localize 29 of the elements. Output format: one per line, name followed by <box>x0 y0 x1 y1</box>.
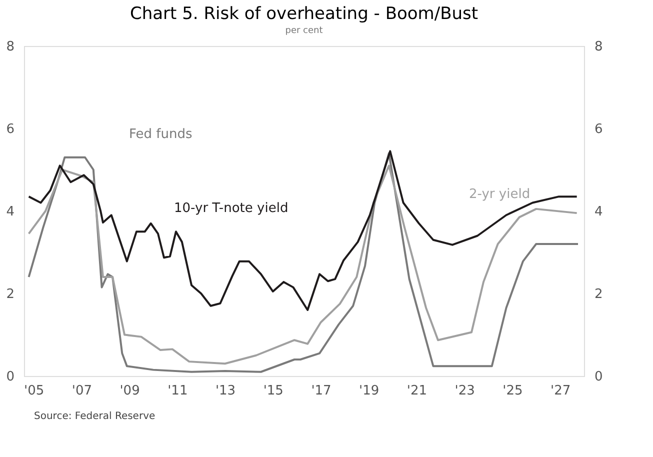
y2-tick-label: 2 <box>594 287 603 302</box>
x-tick-label: '17 <box>311 384 332 398</box>
y-tick-label: 4 <box>6 204 14 220</box>
y2-tick-label: 6 <box>594 122 603 137</box>
y-tick-label: 6 <box>6 122 14 137</box>
series-label: 2-yr yield <box>469 187 530 202</box>
source-note: Source: Federal Reserve <box>34 411 156 422</box>
x-tick-label: '13 <box>215 384 236 398</box>
x-tick-label: '09 <box>120 384 140 398</box>
y-tick-label: 8 <box>6 40 14 54</box>
y2-tick-label: 0 <box>594 370 603 384</box>
x-tick-label: '27 <box>550 384 571 398</box>
x-tick-label: '07 <box>72 384 92 398</box>
text: Fed funds <box>129 127 192 142</box>
x-tick-label: '21 <box>406 384 428 398</box>
series-label: 10-yr T-note yield <box>174 201 288 216</box>
y-tick-label: 0 <box>6 370 14 384</box>
x-tick-label: '05 <box>24 384 44 398</box>
x-tick-label: '23 <box>454 384 475 398</box>
y-tick-label: 2 <box>6 287 14 302</box>
x-tick-label: '19 <box>359 384 380 398</box>
line-series <box>28 150 578 311</box>
chart-title: Chart 5. Risk of overheating - Boom/Bust <box>130 4 478 24</box>
chart-subtitle: per cent <box>285 26 324 36</box>
y2-tick-label: 8 <box>594 40 603 54</box>
y2-tick-label: 4 <box>594 204 603 220</box>
x-tick-label: '11 <box>168 384 188 398</box>
x-tick-label: '25 <box>502 384 523 398</box>
x-tick-label: '15 <box>263 384 284 398</box>
